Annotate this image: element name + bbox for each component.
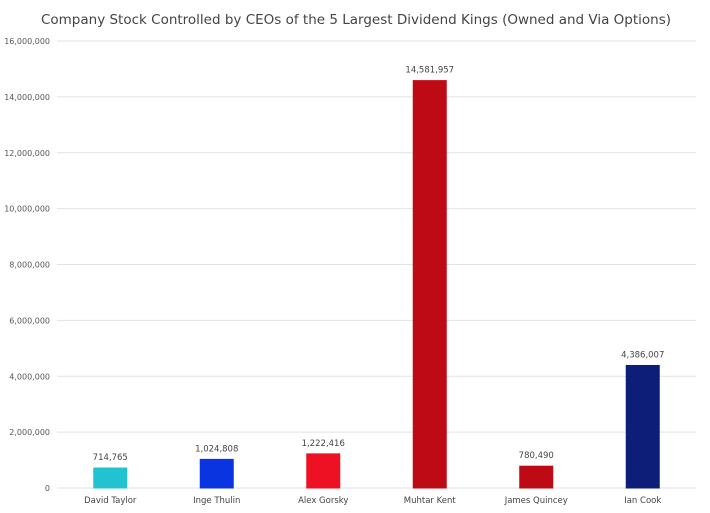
x-tick-label: Alex Gorsky <box>298 496 348 506</box>
x-tick-label: Muhtar Kent <box>404 496 457 506</box>
x-tick-label: James Quincey <box>504 496 568 506</box>
data-label: 714,765 <box>93 453 128 463</box>
bars <box>93 80 660 489</box>
gridlines <box>57 40 696 489</box>
bar-ian-cook <box>625 364 660 489</box>
y-tick-label: 10,000,000 <box>4 205 50 214</box>
bar-muhtar-kent <box>412 80 447 489</box>
y-tick-label: 8,000,000 <box>9 261 50 270</box>
y-tick-label: 16,000,000 <box>4 37 50 46</box>
x-axis-labels: David Taylor Inge Thulin Alex Gorsky Muhtar… <box>84 496 661 506</box>
x-tick-label: Inge Thulin <box>193 496 240 506</box>
bar-alex-gorsky <box>306 453 341 489</box>
y-tick-label: 14,000,000 <box>4 93 50 102</box>
x-tick-label: Ian Cook <box>624 496 661 506</box>
data-label: 1,024,808 <box>195 444 238 454</box>
data-label: 14,581,957 <box>405 66 454 76</box>
y-axis-ticks: 0 2,000,000 4,000,000 6,000,000 8,000,000 10,… <box>4 37 50 493</box>
bar-james-quincey <box>519 465 554 489</box>
y-tick-label: 0 <box>45 484 50 493</box>
y-tick-label: 4,000,000 <box>9 372 50 381</box>
data-label: 4,386,007 <box>621 350 664 360</box>
bar-inge-thulin <box>199 458 234 489</box>
x-tick-label: David Taylor <box>84 496 137 506</box>
chart-title: Company Stock Controlled by CEOs of the … <box>41 12 671 28</box>
data-label: 1,222,416 <box>302 439 345 449</box>
y-tick-label: 6,000,000 <box>9 316 50 325</box>
data-label: 780,490 <box>519 451 554 461</box>
y-tick-label: 12,000,000 <box>4 149 50 158</box>
y-tick-label: 2,000,000 <box>9 428 50 437</box>
data-labels: 714,765 1,024,808 1,222,416 14,581,957 780,4… <box>93 66 665 463</box>
bar-david-taylor <box>93 467 128 489</box>
